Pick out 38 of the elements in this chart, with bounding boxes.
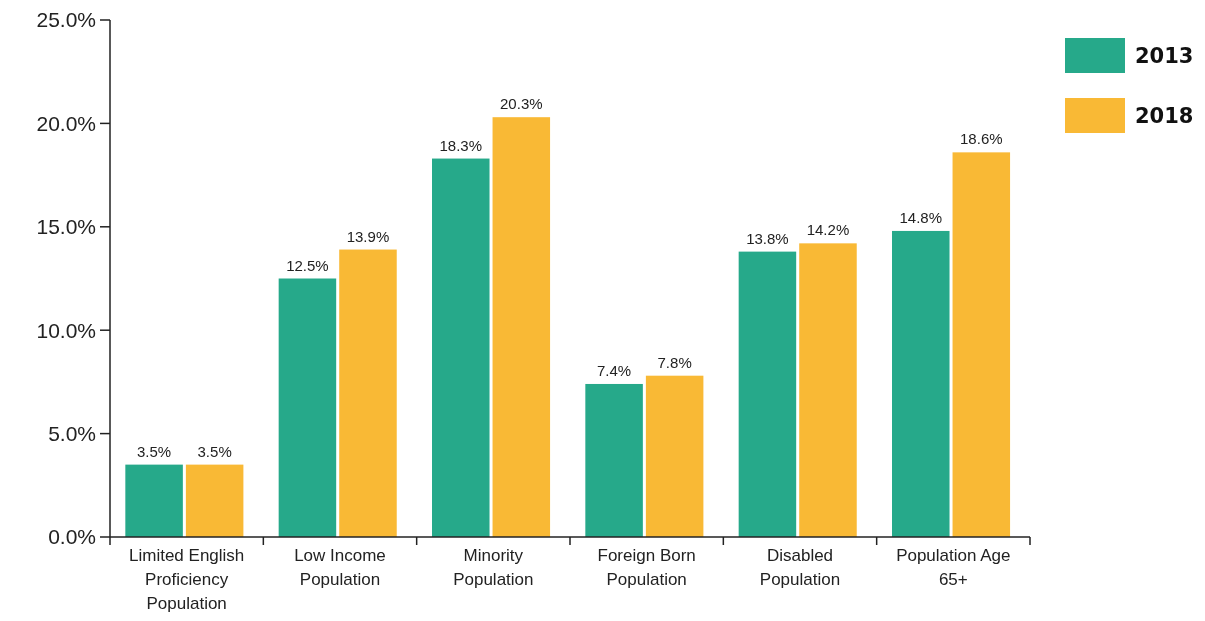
x-tick-label: Population Age 65+ <box>896 546 1011 589</box>
bar <box>339 249 397 537</box>
data-label: 7.4% <box>596 361 632 379</box>
bar <box>738 251 797 537</box>
data-label: 13.9% <box>346 227 390 245</box>
y-tick-label: 0.0% <box>48 525 96 549</box>
x-tick-label: Low Income Population <box>294 546 386 589</box>
bar <box>185 464 244 537</box>
data-label: 3.5% <box>197 442 232 460</box>
data-label: 7.8% <box>657 353 692 371</box>
y-tick-label: 20.0% <box>36 111 96 135</box>
data-label: 12.5% <box>286 256 329 274</box>
bar <box>892 230 950 537</box>
y-tick-label: 5.0% <box>48 421 96 445</box>
bar <box>278 278 337 537</box>
y-tick-label: 10.0% <box>36 318 96 342</box>
data-label: 18.3% <box>439 136 483 154</box>
x-tick-label: Foreign Born Population <box>597 546 696 589</box>
data-label: 18.6% <box>960 130 1003 148</box>
bar <box>125 464 183 537</box>
legend-label: 2018 <box>1135 104 1194 129</box>
bar <box>585 383 643 537</box>
data-label: 3.5% <box>136 442 172 460</box>
bar <box>645 375 704 537</box>
y-tick-label: 15.0% <box>36 215 96 239</box>
data-label: 14.8% <box>899 208 943 226</box>
bar <box>799 243 857 537</box>
x-tick-label: Minority Population <box>453 546 534 589</box>
bar <box>952 152 1011 537</box>
bar <box>492 117 551 537</box>
legend-label: 2013 <box>1135 44 1194 69</box>
x-tick-label: Disabled Population <box>759 546 841 589</box>
x-tick-label: Limited English Proficiency Population <box>129 546 245 613</box>
data-label: 20.3% <box>500 95 543 113</box>
data-label: 14.2% <box>806 221 850 239</box>
bar <box>432 158 490 537</box>
data-label: 13.8% <box>746 229 789 247</box>
y-tick-label: 25.0% <box>36 8 96 32</box>
